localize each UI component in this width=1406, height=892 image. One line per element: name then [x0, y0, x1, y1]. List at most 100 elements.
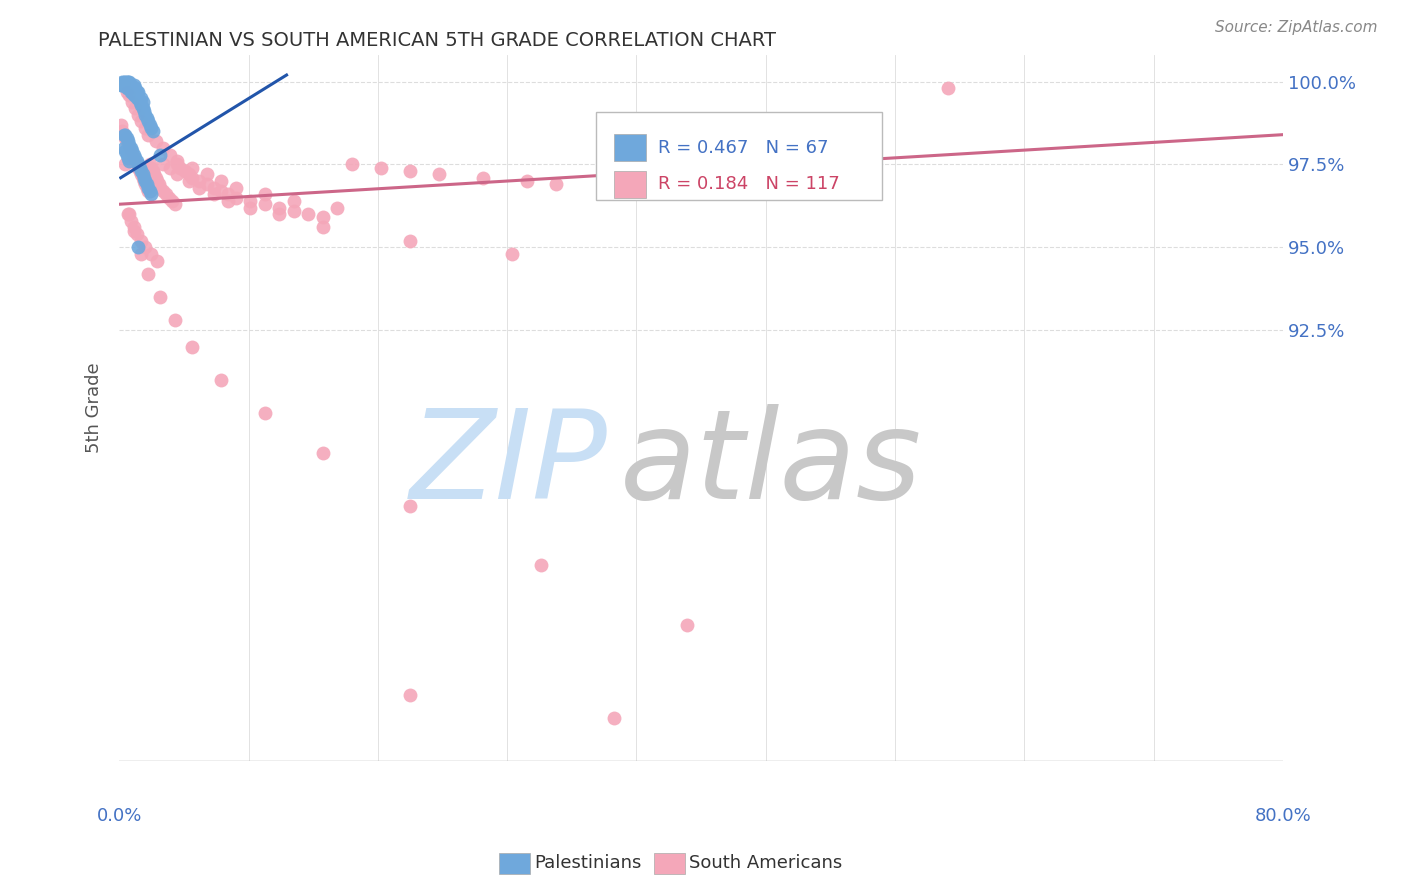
- Point: [122, 224, 145, 238]
- Point: [152, 157, 174, 171]
- Point: [112, 141, 135, 155]
- Point: [131, 168, 153, 182]
- Point: [129, 114, 152, 128]
- Point: [131, 95, 153, 109]
- Point: [195, 168, 218, 182]
- Point: [110, 118, 132, 132]
- Point: [134, 178, 156, 192]
- Point: [209, 184, 232, 198]
- Point: [159, 147, 181, 161]
- Point: [125, 154, 148, 169]
- Point: [399, 499, 422, 513]
- Point: [127, 157, 149, 171]
- Point: [217, 194, 239, 208]
- Point: [427, 168, 450, 182]
- Point: [283, 194, 305, 208]
- Y-axis label: 5th Grade: 5th Grade: [86, 363, 103, 453]
- Point: [115, 131, 138, 145]
- Point: [129, 91, 152, 105]
- Point: [128, 164, 150, 178]
- Point: [145, 170, 167, 185]
- Point: [127, 85, 149, 99]
- Point: [117, 78, 139, 92]
- Point: [181, 340, 204, 354]
- Point: [762, 141, 785, 155]
- Point: [114, 131, 136, 145]
- Point: [135, 180, 157, 194]
- Text: South Americans: South Americans: [689, 855, 842, 872]
- Point: [149, 290, 172, 304]
- Point: [134, 240, 156, 254]
- Point: [544, 178, 567, 192]
- Point: [120, 78, 142, 92]
- Point: [143, 168, 166, 182]
- Point: [124, 151, 146, 165]
- Point: [118, 78, 141, 92]
- Point: [188, 180, 211, 194]
- Point: [118, 137, 141, 152]
- Point: [120, 85, 142, 99]
- Point: [239, 194, 262, 208]
- Point: [312, 211, 335, 225]
- Point: [938, 81, 960, 95]
- Point: [516, 174, 538, 188]
- Point: [166, 168, 188, 182]
- Point: [131, 170, 153, 185]
- Point: [111, 124, 134, 138]
- Point: [112, 128, 135, 142]
- Point: [115, 85, 138, 99]
- Point: [603, 711, 626, 725]
- Point: [690, 184, 713, 198]
- Point: [122, 87, 145, 102]
- Point: [139, 118, 162, 132]
- Point: [138, 180, 160, 194]
- Point: [312, 446, 335, 460]
- Point: [202, 180, 225, 194]
- Point: [146, 174, 169, 188]
- Point: [149, 180, 172, 194]
- Point: [117, 137, 139, 152]
- Point: [125, 85, 148, 99]
- Point: [163, 197, 186, 211]
- FancyBboxPatch shape: [596, 112, 882, 200]
- Point: [202, 187, 225, 202]
- Point: [141, 161, 163, 175]
- Point: [134, 121, 156, 136]
- Point: [118, 75, 141, 89]
- Point: [115, 134, 138, 148]
- Point: [253, 406, 276, 420]
- Point: [127, 108, 149, 122]
- Bar: [614, 170, 647, 197]
- Point: [114, 145, 136, 159]
- Point: [118, 141, 141, 155]
- Point: [141, 187, 163, 202]
- Point: [138, 128, 160, 142]
- Point: [530, 558, 553, 573]
- Point: [115, 147, 138, 161]
- Point: [118, 154, 141, 169]
- Point: [114, 128, 136, 142]
- Point: [225, 191, 247, 205]
- Point: [138, 184, 160, 198]
- Point: [114, 157, 136, 171]
- Point: [225, 180, 247, 194]
- Point: [283, 203, 305, 218]
- Point: [122, 78, 145, 92]
- Point: [118, 87, 141, 102]
- Point: [134, 174, 156, 188]
- Point: [217, 187, 239, 202]
- Point: [135, 111, 157, 125]
- Point: [399, 164, 422, 178]
- Point: [139, 184, 162, 198]
- Point: [127, 240, 149, 254]
- Point: [131, 101, 153, 115]
- Point: [239, 201, 262, 215]
- Point: [142, 164, 165, 178]
- Point: [157, 191, 180, 205]
- Point: [129, 247, 152, 261]
- Point: [149, 147, 172, 161]
- Point: [115, 81, 138, 95]
- Point: [163, 313, 186, 327]
- Text: PALESTINIAN VS SOUTH AMERICAN 5TH GRADE CORRELATION CHART: PALESTINIAN VS SOUTH AMERICAN 5TH GRADE …: [98, 31, 776, 50]
- Point: [124, 154, 146, 169]
